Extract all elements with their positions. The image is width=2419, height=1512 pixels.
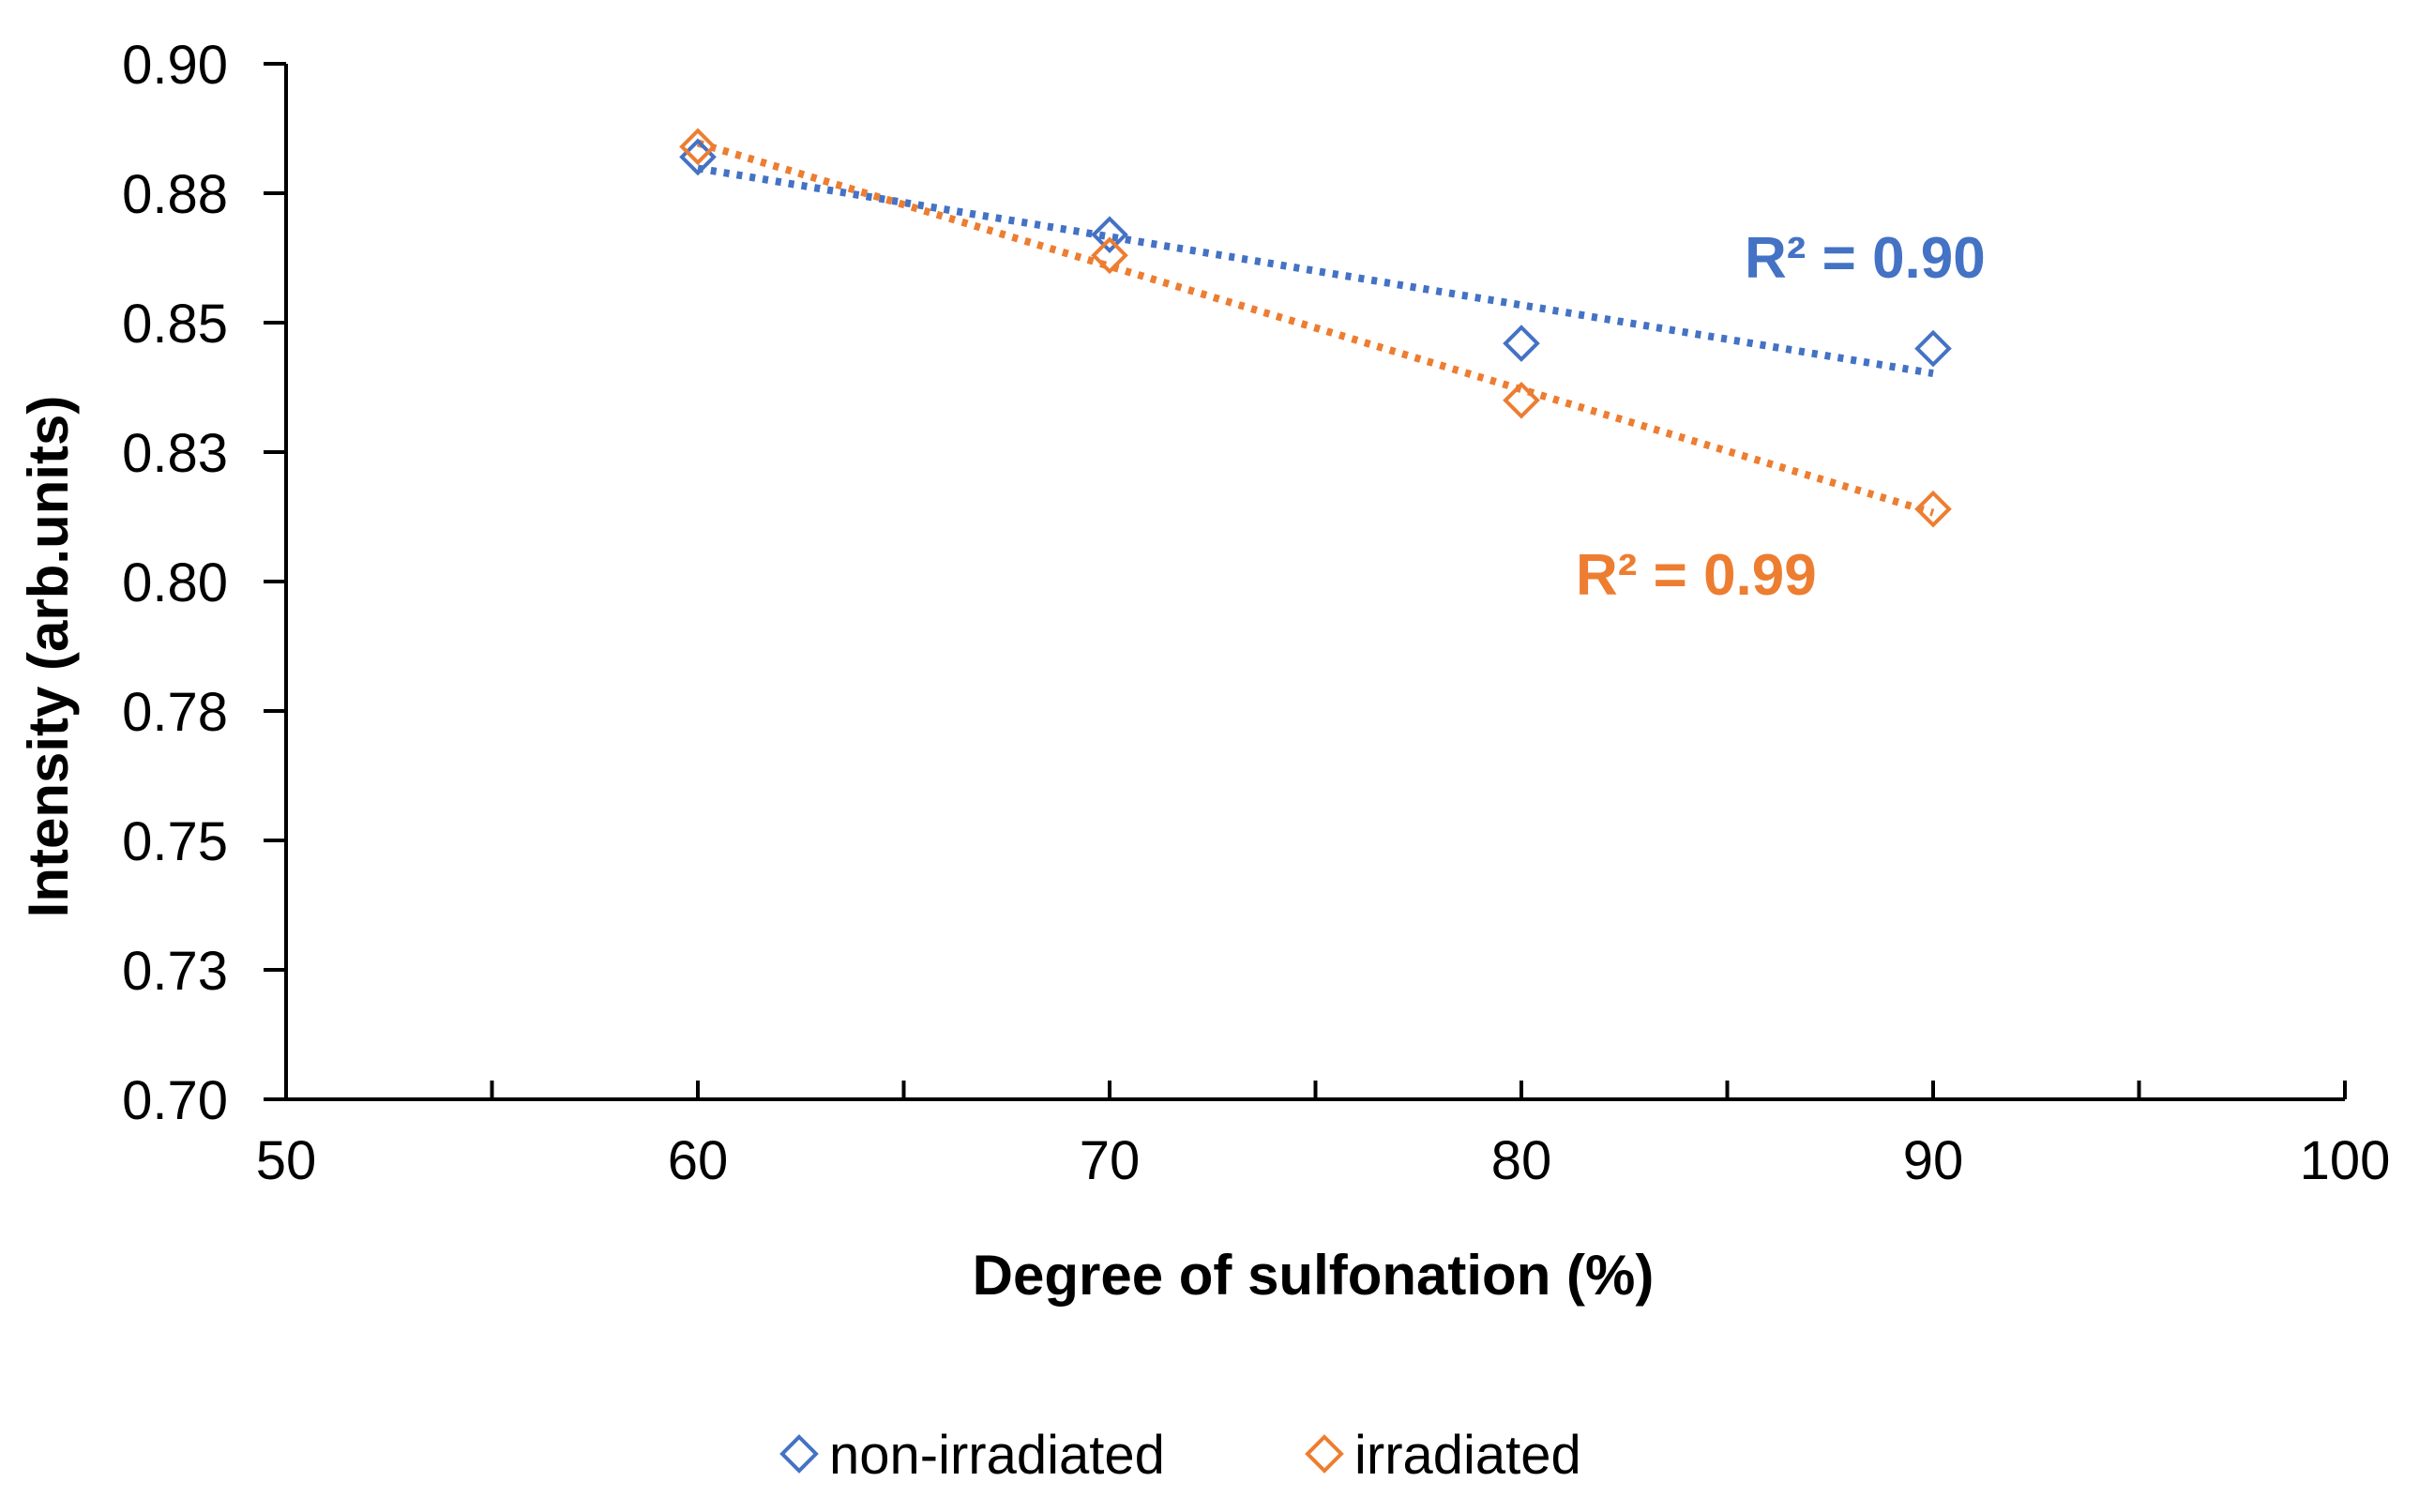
y-tick-label: 0.83 — [122, 423, 228, 484]
legend-label-irradiated: irradiated — [1354, 1425, 1581, 1486]
y-tick-label: 0.80 — [122, 552, 228, 613]
trendlines — [696, 139, 1935, 517]
legend-item-non-irradiated: non-irradiated — [779, 1425, 1165, 1486]
y-tick-label: 0.70 — [122, 1070, 228, 1131]
legend-item-irradiated: irradiated — [1305, 1425, 1581, 1486]
legend-marker-non-irradiated — [779, 1434, 819, 1474]
legend: non-irradiated irradiated — [779, 1425, 1581, 1486]
r2-label-irradiated: R² = 0.99 — [1576, 543, 1817, 608]
x-axis-ticks: 50 60 70 80 90 100 — [256, 1081, 2391, 1191]
x-tick-label: 80 — [1491, 1130, 1552, 1191]
data-markers — [679, 128, 1952, 528]
x-tick-label: 50 — [256, 1130, 317, 1191]
x-tick-label: 70 — [1080, 1130, 1141, 1191]
x-axis-title: Degree of sulfonation (%) — [973, 1244, 1655, 1307]
y-tick-label: 0.75 — [122, 811, 228, 872]
y-tick-label: 0.88 — [122, 164, 228, 225]
plot-area: 0.70 0.73 0.75 0.78 0.80 0.83 0.85 0.88 0.90 50 6… — [122, 35, 2390, 1191]
y-tick-label: 0.85 — [122, 294, 228, 355]
y-tick-label: 0.90 — [122, 35, 228, 96]
y-axis-ticks: 0.70 0.73 0.75 0.78 0.80 0.83 0.85 0.88 0.90 — [122, 35, 286, 1131]
data-point-non-irradiated — [1091, 216, 1128, 253]
data-point-irradiated — [679, 128, 717, 166]
trendline-irradiated — [696, 139, 1935, 517]
x-tick-label: 90 — [1903, 1130, 1964, 1191]
x-tick-label: 60 — [668, 1130, 729, 1191]
legend-label-non-irradiated: non-irradiated — [829, 1425, 1165, 1486]
data-point-non-irradiated — [1503, 325, 1540, 362]
legend-marker-irradiated — [1305, 1434, 1344, 1474]
data-point-irradiated — [1091, 236, 1128, 275]
r2-label-non-irradiated: R² = 0.90 — [1745, 226, 1986, 291]
x-tick-label: 100 — [2300, 1130, 2391, 1191]
data-point-non-irradiated — [1914, 329, 1952, 368]
data-point-irradiated — [1914, 490, 1952, 528]
y-tick-label: 0.73 — [122, 941, 228, 1002]
y-axis-title: Intensity (arb.units) — [17, 396, 80, 918]
data-point-irradiated — [1503, 381, 1540, 419]
y-tick-label: 0.78 — [122, 682, 228, 743]
